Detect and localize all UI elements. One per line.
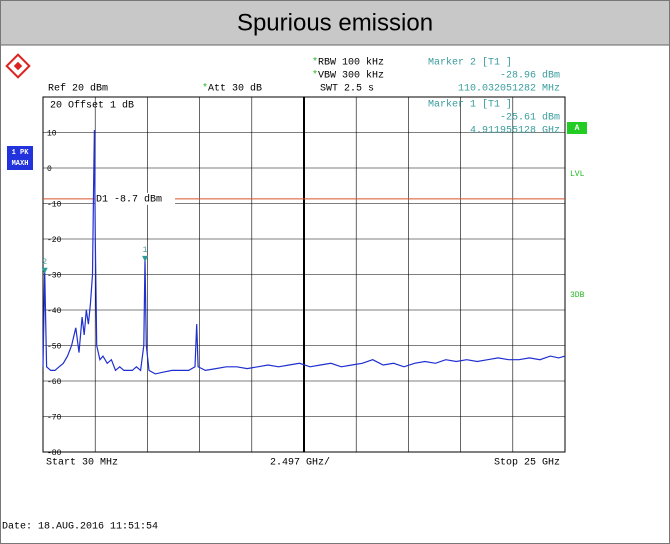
marker (142, 255, 149, 262)
y-tick-label: -50 (47, 343, 62, 352)
setting: RBW 100 kHz (318, 57, 384, 69)
y-tick-label: -10 (47, 201, 62, 210)
marker-x: 110.032051282 MHz (458, 84, 560, 95)
a-box (567, 122, 587, 134)
y-tick-label: -20 (47, 236, 62, 245)
setting: SWT 2.5 s (320, 84, 374, 95)
x-start: Start 30 MHz (46, 458, 118, 469)
y-tick-label: -60 (47, 378, 62, 387)
trace-label-box (7, 146, 33, 170)
setting: VBW 300 kHz (318, 70, 384, 82)
trace-label: MAXH (12, 160, 29, 168)
marker (41, 267, 48, 274)
y-tick-label: -30 (47, 272, 62, 281)
trace (42, 129, 566, 375)
chart-title: Spurious emission (237, 9, 433, 36)
star: * (312, 57, 318, 69)
x-stop: Stop 25 GHz (494, 458, 560, 469)
logo (5, 53, 31, 79)
marker-x: 4.911955128 GHz (470, 126, 560, 137)
lvl-label: LVL (570, 170, 585, 179)
ref-level: Ref 20 dBm (48, 83, 108, 95)
marker-name: 2 (42, 258, 47, 267)
y-tick-label: 10 (47, 130, 57, 139)
y-tick-label: 0 (47, 165, 52, 174)
marker-value: -25.61 dBm (500, 112, 560, 124)
setting: Att 30 dB (208, 83, 262, 95)
marker-label: Marker 1 [T1 ] (428, 99, 512, 111)
offset: 20 Offset 1 dB (50, 100, 134, 112)
trace-label: 1 PK (12, 149, 30, 157)
y-tick-label: -70 (47, 414, 62, 423)
display-label: D1 -8.7 dBm (96, 194, 162, 206)
db-label: 3DB (570, 291, 585, 300)
marker-label: Marker 2 [T1 ] (428, 57, 512, 69)
marker-value: -28.96 dBm (500, 70, 560, 82)
date: Date: 18.AUG.2016 11:51:54 (2, 522, 158, 533)
a-label: A (575, 124, 580, 133)
y-tick-label: -40 (47, 307, 62, 316)
y-tick-label: -80 (47, 449, 62, 458)
marker-name: 1 (143, 246, 148, 255)
star: * (312, 70, 318, 82)
display-label-bg (95, 192, 175, 205)
star: * (202, 83, 208, 95)
title-bar (1, 1, 669, 45)
x-div: 2.497 GHz/ (270, 457, 330, 469)
